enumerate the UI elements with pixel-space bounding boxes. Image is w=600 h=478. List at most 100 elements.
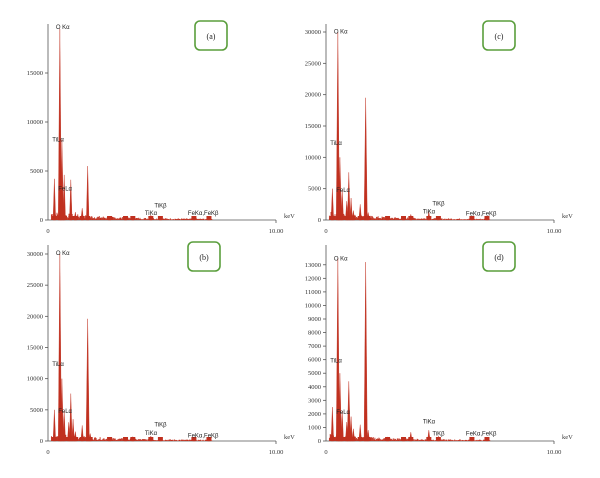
peak-label: TiKβ bbox=[154, 203, 167, 209]
x-axis-unit: keV bbox=[562, 213, 573, 220]
peak-label: FeKα,FeKβ bbox=[188, 433, 219, 439]
peak-base bbox=[484, 437, 490, 441]
peak-label: O Kα bbox=[56, 25, 70, 31]
x-axis-unit: keV bbox=[562, 434, 573, 441]
peak-base bbox=[85, 437, 91, 441]
y-tick-label: 15000 bbox=[305, 123, 321, 130]
peak-base bbox=[339, 216, 345, 220]
y-tick-label: 11000 bbox=[305, 289, 321, 296]
y-tick-label: 5000 bbox=[308, 370, 321, 377]
peak-base bbox=[107, 437, 113, 441]
x-axis-unit: keV bbox=[284, 213, 295, 220]
peak-label: TiLα bbox=[52, 362, 64, 368]
y-tick-label: 2000 bbox=[308, 411, 321, 418]
peak-label: FeKα,FeKβ bbox=[466, 212, 497, 218]
panel-letter: (c) bbox=[495, 32, 504, 41]
x-tick-label-max: 10.00 bbox=[269, 228, 284, 235]
x-tick-label-max: 10.00 bbox=[547, 228, 562, 235]
spectrum-peak bbox=[69, 393, 73, 442]
y-tick-label: 0 bbox=[40, 438, 43, 445]
peak-base bbox=[130, 437, 136, 441]
peak-base bbox=[365, 437, 371, 441]
panel-letter: (a) bbox=[207, 32, 216, 41]
peak-base bbox=[51, 216, 57, 220]
peak-base bbox=[206, 437, 212, 441]
spectrum-peak bbox=[347, 172, 351, 221]
y-tick-label: 25000 bbox=[305, 60, 321, 67]
y-tick-label: 15000 bbox=[27, 70, 43, 77]
panel-badge-frame bbox=[187, 241, 221, 272]
peak-base bbox=[191, 437, 197, 441]
peak-base bbox=[85, 216, 91, 220]
spectrum-series bbox=[51, 253, 212, 442]
peak-base bbox=[484, 216, 490, 220]
y-tick-label: 30000 bbox=[27, 251, 43, 258]
y-tick-label: 20000 bbox=[27, 313, 43, 320]
peak-label: O Kα bbox=[334, 257, 348, 263]
y-tick-label: 5000 bbox=[30, 168, 43, 175]
peak-base bbox=[148, 216, 154, 220]
panel-label-badge: (a) bbox=[194, 20, 228, 51]
peak-base bbox=[157, 437, 163, 441]
y-tick-label: 13000 bbox=[305, 262, 321, 269]
peak-base bbox=[469, 216, 475, 220]
spectrum-panel-b: 0 5000 10000 15000 20000 25000 30000 0 10.00 keV O… bbox=[27, 245, 295, 456]
y-tick-label: 0 bbox=[318, 438, 321, 445]
peak-base bbox=[329, 216, 335, 220]
peak-label: O Kα bbox=[334, 29, 348, 35]
peak-base bbox=[72, 437, 78, 441]
peak-base bbox=[365, 216, 371, 220]
panel-badge-frame bbox=[194, 20, 228, 51]
y-tick-label: 15000 bbox=[27, 345, 43, 352]
spectrum-series bbox=[329, 31, 490, 221]
y-tick-label: 6000 bbox=[308, 357, 321, 364]
x-tick-label-min: 0 bbox=[46, 449, 49, 456]
spectrum-peak bbox=[86, 166, 90, 221]
peak-base bbox=[426, 437, 432, 441]
peak-label: TiKβ bbox=[432, 202, 445, 208]
panel-label-badge: (b) bbox=[187, 241, 221, 272]
peak-base bbox=[157, 216, 163, 220]
spectrum-peak bbox=[85, 318, 90, 442]
x-tick-label-min: 0 bbox=[324, 228, 327, 235]
y-tick-label: 9000 bbox=[308, 316, 321, 323]
y-tick-label: 10000 bbox=[27, 376, 43, 383]
spectrum-peak bbox=[62, 174, 66, 221]
peak-base bbox=[385, 437, 391, 441]
peak-base bbox=[363, 437, 369, 441]
y-tick-label: 7000 bbox=[308, 343, 321, 350]
peak-base bbox=[61, 216, 67, 220]
peak-base bbox=[72, 216, 78, 220]
peak-base bbox=[408, 437, 414, 441]
x-tick-label-max: 10.00 bbox=[269, 449, 284, 456]
peak-label: FeKα,FeKβ bbox=[188, 211, 219, 217]
peak-label: TiLα bbox=[330, 141, 342, 147]
peak-label: FeKα,FeKβ bbox=[466, 432, 497, 438]
spectrum-series bbox=[329, 257, 490, 442]
peak-base bbox=[469, 437, 475, 441]
spectrum-peak bbox=[363, 262, 368, 442]
y-tick-label: 12000 bbox=[305, 275, 321, 282]
panel-label-badge: (d) bbox=[482, 241, 516, 272]
peak-base bbox=[350, 437, 356, 441]
peak-base bbox=[357, 216, 363, 220]
peak-label: FeLα bbox=[336, 188, 350, 194]
peak-base bbox=[206, 216, 212, 220]
peak-base bbox=[363, 216, 369, 220]
y-tick-label: 25000 bbox=[27, 282, 43, 289]
peak-base bbox=[79, 216, 85, 220]
peak-base bbox=[79, 437, 85, 441]
peak-base bbox=[339, 437, 345, 441]
spectrum-peak bbox=[330, 188, 334, 221]
spectrum-panel-c: 0 5000 10000 15000 20000 25000 30000 0 10.00 keV O… bbox=[305, 24, 573, 235]
y-tick-label: 1000 bbox=[308, 424, 321, 431]
peak-label: TiKα bbox=[145, 211, 158, 217]
peak-base bbox=[357, 437, 363, 441]
peak-base bbox=[350, 216, 356, 220]
y-tick-label: 10000 bbox=[27, 119, 43, 126]
peak-label: TiKα bbox=[423, 419, 436, 425]
panel-badge-frame bbox=[482, 241, 516, 272]
peak-label: TiKα bbox=[145, 431, 158, 437]
peak-base bbox=[401, 437, 407, 441]
peak-base bbox=[107, 216, 113, 220]
